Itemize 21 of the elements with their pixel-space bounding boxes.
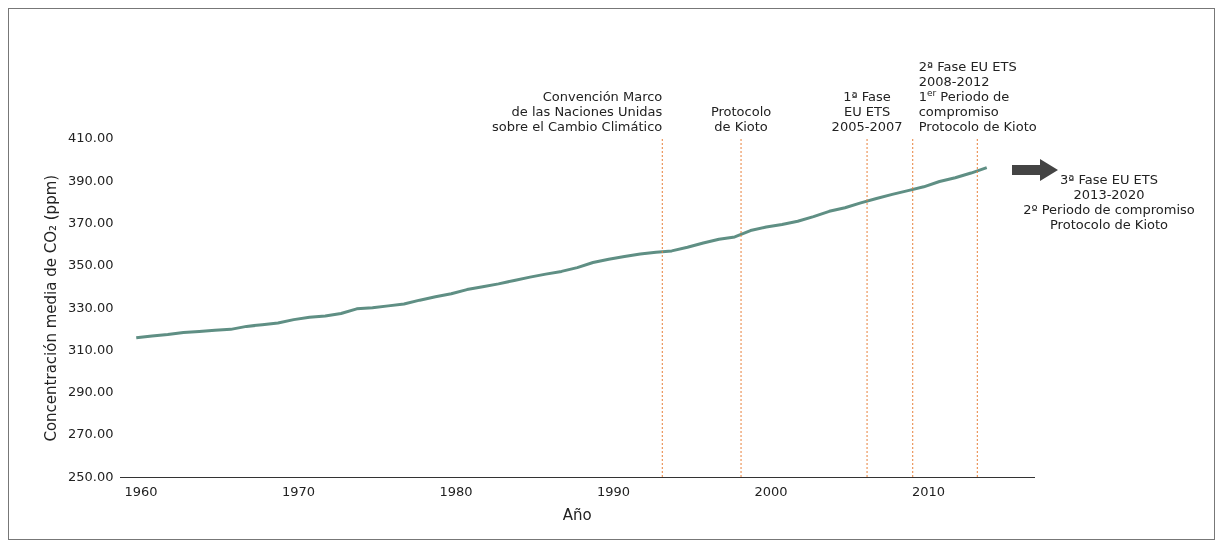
y-tick-label: 390.00 [67, 172, 114, 188]
ref-line-label: Convención Marco de las Naciones Unidas sobre el Cambio Climático [491, 89, 663, 134]
y-tick-label: 370.00 [67, 214, 114, 230]
y-tick-label: 410.00 [67, 130, 114, 146]
x-tick-label: 1970 [281, 483, 316, 499]
x-axis-title: Año [562, 505, 592, 524]
x-tick-label: 1960 [124, 483, 158, 499]
y-tick-label: 250.00 [67, 468, 114, 484]
x-tick-label: 1990 [596, 483, 631, 499]
ref-line-label: 1ª Fase EU ETS 2005-2007 [831, 89, 903, 134]
x-tick-label: 2010 [911, 483, 946, 499]
y-tick-label: 270.00 [67, 426, 114, 442]
y-axis-title: Concentración media de CO₂ (ppm) [41, 174, 60, 442]
y-tick-label: 310.00 [67, 341, 114, 357]
y-tick-label: 330.00 [67, 299, 114, 315]
annotation: 3ª Fase EU ETS 2013-2020 2º Periodo de compromiso Protocolo de Kioto [1023, 172, 1195, 232]
y-tick-label: 290.00 [67, 384, 114, 400]
x-tick-label: 1980 [439, 483, 473, 499]
y-tick-label: 350.00 [67, 257, 114, 273]
ref-line-label: Protocolo de Kioto [710, 104, 772, 134]
x-tick-label: 2000 [754, 483, 788, 499]
